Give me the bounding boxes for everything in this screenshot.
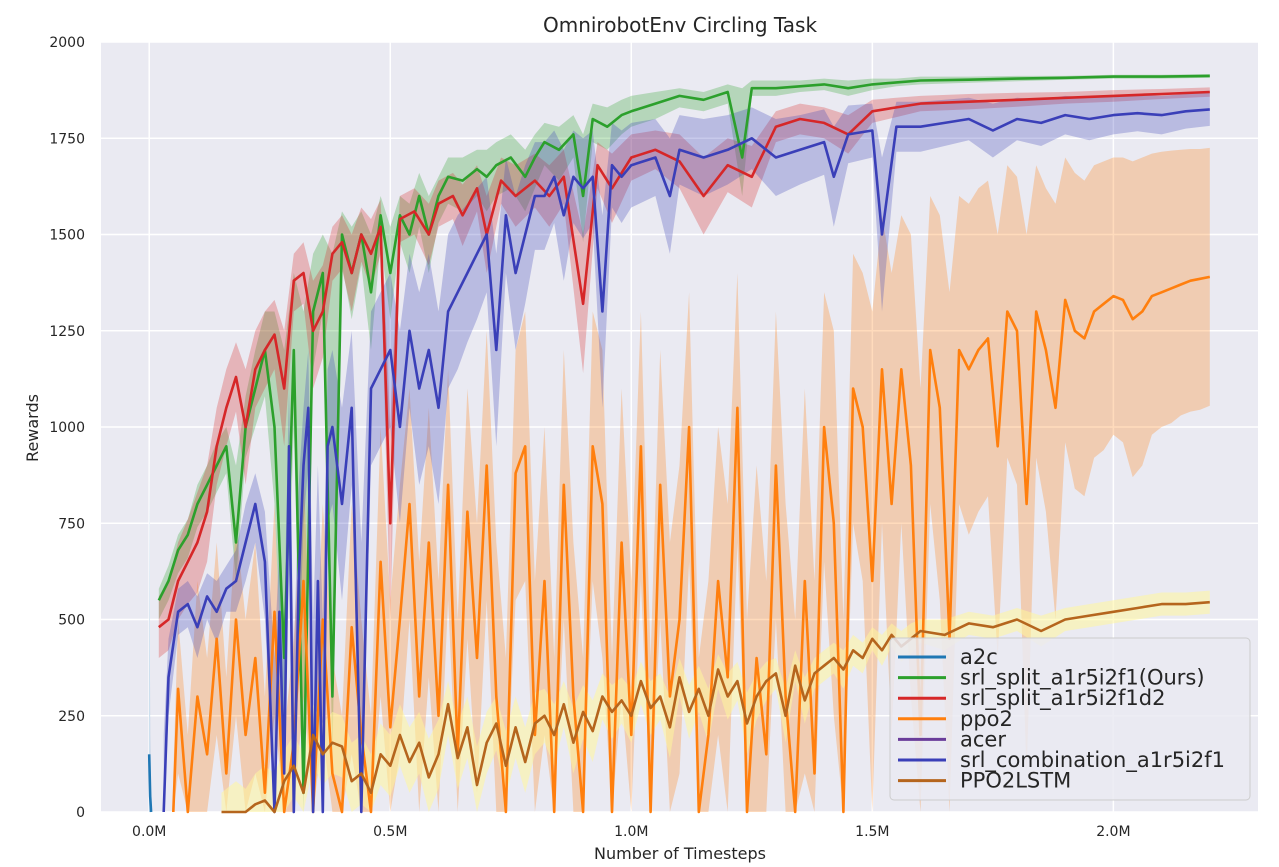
legend-label-a2c: a2c: [960, 645, 998, 669]
series-line-srl-split-a1r5i2f1d2: [157, 90, 1210, 629]
legend-label-srl-combination-a1r5i2f1: srl_combination_a1r5i2f1: [960, 748, 1225, 773]
legend-label-srl-split-a1r5i2f1d2: srl_split_a1r5i2f1d2: [960, 686, 1165, 711]
series-lines: [147, 74, 1211, 814]
x-tick-label: 0.0M: [132, 824, 166, 840]
legend-box: [889, 637, 1251, 801]
y-tick-label: 750: [58, 516, 85, 532]
y-tick-label: 0: [76, 805, 85, 821]
x-tick-label: 1.0M: [614, 824, 648, 840]
series-line-srl-split-a1r5i2f1-ours: [157, 74, 1210, 795]
legend-label-ppo2: ppo2: [960, 707, 1013, 731]
band-srl-combination-a1r5i2f1: [163, 92, 1210, 813]
y-tick-label: 2000: [49, 35, 85, 51]
band-ppo2lstm: [221, 590, 1210, 812]
legend-label-srl-split-a1r5i2f1-ours: srl_split_a1r5i2f1(Ours): [960, 666, 1205, 691]
x-tick-label: 2.0M: [1096, 824, 1130, 840]
chart-title: OmnirobotEnv Circling Task: [543, 13, 817, 37]
series-line-srl-combination-a1r5i2f1: [162, 108, 1210, 814]
band-srl-split-a1r5i2f1d2: [158, 87, 1210, 658]
legend-label-acer: acer: [960, 727, 1006, 751]
x-axis-label: Number of Timesteps: [594, 844, 766, 863]
grid: [101, 41, 1258, 813]
x-tick-label: 0.5M: [373, 824, 407, 840]
y-tick-label: 1000: [49, 420, 85, 436]
y-tick-label: 1250: [49, 324, 85, 340]
y-tick-label: 500: [58, 613, 85, 629]
x-tick-label: 1.5M: [855, 824, 889, 840]
y-axis-label: Rewards: [23, 394, 42, 462]
legend: a2csrl_split_a1r5i2f1(Ours)srl_split_a1r…: [889, 637, 1251, 801]
y-tick-label: 1500: [49, 228, 85, 244]
y-ticks: 0 250 500 750 1000 1250 1500 1750 2000: [49, 35, 85, 821]
legend-label-ppo2lstm: PPO2LSTM: [960, 769, 1071, 793]
series-line-ppo2: [172, 275, 1211, 814]
y-tick-label: 1750: [49, 131, 85, 147]
x-ticks: 0.0M 0.5M 1.0M 1.5M 2.0M: [132, 824, 1131, 840]
band-a2c: [149, 438, 152, 812]
y-tick-label: 250: [58, 709, 85, 725]
series-line-a2c: [147, 754, 153, 813]
